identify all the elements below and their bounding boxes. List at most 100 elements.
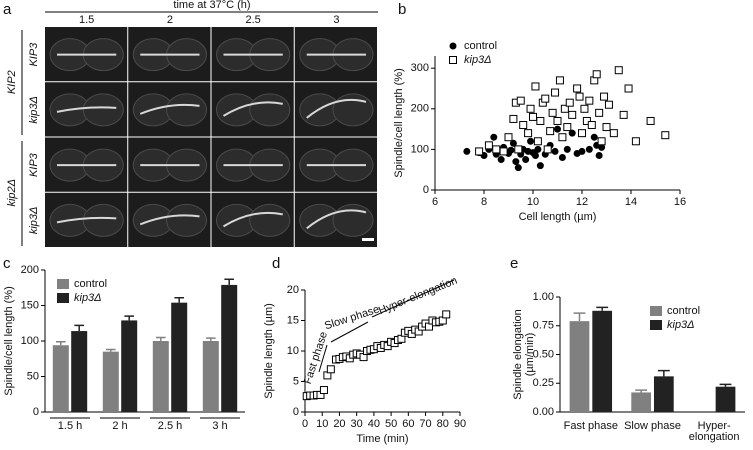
bar bbox=[152, 341, 169, 412]
column-label: 3 bbox=[333, 14, 339, 26]
bar bbox=[102, 351, 119, 412]
point bbox=[536, 116, 545, 125]
y-axis-label: Spindle/cell length (%) bbox=[393, 68, 405, 177]
point bbox=[624, 84, 633, 93]
x-tick-label: 12 bbox=[576, 196, 588, 208]
y-tick-label: 0 bbox=[33, 406, 39, 418]
error-bar bbox=[106, 348, 116, 352]
annotation: Slow phase bbox=[323, 303, 381, 332]
point bbox=[592, 70, 601, 79]
panel-letter: c bbox=[3, 255, 11, 272]
point bbox=[490, 133, 498, 141]
panel-letter: b bbox=[398, 1, 406, 18]
point bbox=[619, 110, 628, 119]
bar bbox=[221, 284, 238, 412]
point bbox=[522, 156, 530, 164]
point bbox=[492, 145, 501, 154]
point bbox=[534, 145, 542, 153]
y-tick-label: 10 bbox=[287, 345, 299, 357]
bar bbox=[631, 392, 652, 412]
panel-letter: d bbox=[272, 255, 280, 272]
spindle bbox=[306, 98, 367, 119]
point bbox=[546, 127, 555, 136]
x-tick-label: Slow phase bbox=[624, 420, 681, 432]
cell-outline bbox=[249, 93, 291, 127]
bar bbox=[569, 321, 590, 412]
error-bar bbox=[573, 312, 586, 322]
bar bbox=[592, 310, 613, 412]
point bbox=[527, 137, 535, 145]
point bbox=[604, 100, 613, 109]
y-axis-label: Spindle/cell length (%) bbox=[3, 286, 15, 395]
bar bbox=[202, 341, 219, 412]
error-bar bbox=[74, 324, 84, 332]
point bbox=[531, 82, 540, 91]
y-tick-label: 150 bbox=[21, 299, 39, 311]
legend-swatch bbox=[650, 306, 662, 316]
cell-outline bbox=[82, 93, 124, 127]
spindle bbox=[139, 214, 200, 226]
point bbox=[541, 94, 550, 103]
column-label: 2 bbox=[167, 14, 173, 26]
y-tick-label: 0.50 bbox=[533, 348, 554, 360]
point bbox=[499, 147, 508, 156]
x-tick-label: 40 bbox=[368, 418, 380, 430]
point bbox=[575, 92, 584, 101]
y-tick-label: 200 bbox=[21, 264, 39, 276]
legend-swatch bbox=[650, 320, 662, 330]
row-label: kip3Δ bbox=[28, 96, 40, 124]
spindle bbox=[306, 209, 367, 230]
legend-label: kip3Δ bbox=[464, 54, 492, 66]
point bbox=[543, 145, 552, 154]
x-tick-label: 16 bbox=[674, 196, 686, 208]
legend-marker bbox=[449, 42, 457, 50]
spindle bbox=[139, 103, 200, 115]
y-tick-label: 0.25 bbox=[533, 377, 554, 389]
point bbox=[578, 129, 586, 138]
point bbox=[554, 125, 561, 133]
error-bar bbox=[56, 340, 66, 346]
point bbox=[536, 162, 544, 170]
error-bar bbox=[224, 278, 234, 285]
legend-label: kip3Δ bbox=[667, 319, 695, 331]
x-tick-label: 2 h bbox=[112, 420, 127, 432]
x-tick-label: 0 bbox=[302, 418, 308, 430]
point bbox=[475, 147, 484, 156]
y-tick-label: 200 bbox=[411, 103, 429, 115]
bar bbox=[121, 320, 138, 412]
x-tick-label: 14 bbox=[625, 196, 637, 208]
point bbox=[597, 137, 606, 146]
row-label: KIP3 bbox=[28, 42, 40, 67]
point bbox=[551, 88, 560, 97]
x-tick-label: 8 bbox=[481, 196, 487, 208]
y-tick-label: 100 bbox=[21, 335, 39, 347]
spindle bbox=[222, 101, 283, 117]
x-tick-label: 90 bbox=[454, 418, 466, 430]
point bbox=[319, 386, 328, 395]
y-tick-label: 0.00 bbox=[533, 406, 554, 418]
x-axis-label: Time (min) bbox=[356, 433, 408, 445]
group-label: KIP2 bbox=[6, 70, 18, 94]
spindle bbox=[222, 211, 283, 228]
error-bar bbox=[657, 369, 670, 377]
point bbox=[497, 156, 505, 164]
y-tick-label: 300 bbox=[411, 62, 429, 74]
legend-marker bbox=[449, 56, 457, 64]
legend-label: control bbox=[667, 305, 700, 317]
error-bar bbox=[719, 383, 732, 387]
point bbox=[565, 98, 574, 107]
error-bar bbox=[206, 337, 216, 341]
point bbox=[529, 112, 537, 121]
point bbox=[558, 154, 566, 162]
y-tick-label: 0 bbox=[423, 184, 429, 196]
error-bar bbox=[156, 336, 166, 341]
y-tick-label: 20 bbox=[287, 284, 299, 296]
point bbox=[587, 121, 596, 130]
point bbox=[578, 147, 586, 155]
bar bbox=[171, 302, 188, 412]
panel-letter: a bbox=[3, 1, 12, 18]
micrograph-title: time at 37°C (h) bbox=[173, 0, 250, 11]
point bbox=[631, 137, 640, 146]
cell-outline bbox=[332, 93, 374, 127]
point bbox=[551, 147, 559, 155]
